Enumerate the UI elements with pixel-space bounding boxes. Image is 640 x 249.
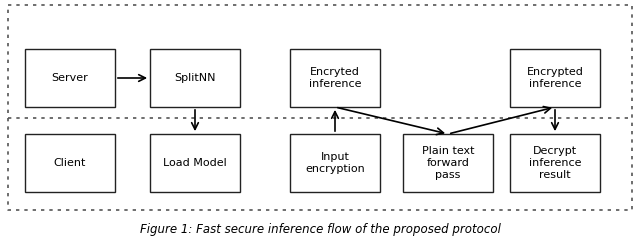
FancyBboxPatch shape <box>25 134 115 192</box>
Text: Input
encryption: Input encryption <box>305 152 365 174</box>
FancyBboxPatch shape <box>290 49 380 107</box>
FancyBboxPatch shape <box>290 134 380 192</box>
FancyBboxPatch shape <box>150 134 240 192</box>
FancyBboxPatch shape <box>403 134 493 192</box>
Text: Decrypt
inference
result: Decrypt inference result <box>529 146 581 180</box>
Text: Figure 1: Fast secure inference flow of the proposed protocol: Figure 1: Fast secure inference flow of … <box>140 224 500 237</box>
Text: Encrypted
inference: Encrypted inference <box>527 67 584 89</box>
FancyBboxPatch shape <box>25 49 115 107</box>
FancyBboxPatch shape <box>510 49 600 107</box>
Text: Server: Server <box>52 73 88 83</box>
Text: Client: Client <box>54 158 86 168</box>
FancyBboxPatch shape <box>150 49 240 107</box>
Text: Plain text
forward
pass: Plain text forward pass <box>422 146 474 180</box>
Text: Encryted
inference: Encryted inference <box>308 67 361 89</box>
FancyBboxPatch shape <box>510 134 600 192</box>
Text: Load Model: Load Model <box>163 158 227 168</box>
Text: SplitNN: SplitNN <box>174 73 216 83</box>
